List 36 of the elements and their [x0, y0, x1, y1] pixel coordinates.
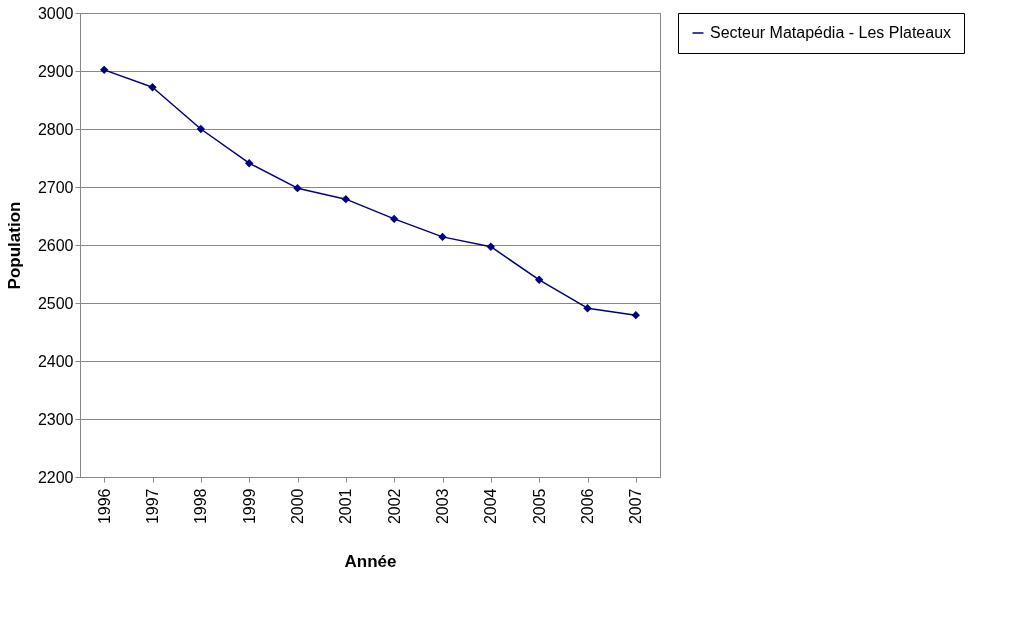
x-tick-label: 2006 [579, 488, 596, 525]
point [244, 159, 254, 168]
x-tick-label: 1996 [95, 488, 113, 525]
point [293, 183, 302, 193]
y-tick-label: 2800 [37, 120, 74, 138]
point [99, 65, 109, 75]
legend-label: Secteur Matapédia - Les Plateaux [710, 24, 952, 41]
x-tick-label: 2005 [530, 488, 548, 525]
x-tick-label: 1997 [144, 488, 161, 525]
y-tick-label: 2400 [37, 352, 74, 370]
point [438, 232, 447, 242]
point [196, 124, 206, 134]
x-tick-label: 2002 [385, 488, 403, 525]
y-axis-title: Population [4, 201, 24, 290]
y-tick-label: 2900 [37, 62, 74, 80]
x-tick-label: 2000 [289, 488, 306, 525]
y-tick-label: 2600 [37, 236, 74, 254]
point [486, 242, 496, 251]
y-tick-label: 2500 [37, 294, 74, 312]
point [583, 304, 592, 313]
point [389, 214, 399, 224]
x-tick-label: 1999 [240, 488, 258, 525]
x-tick-label: 2001 [337, 488, 355, 525]
y-tick-label: 3000 [37, 4, 74, 22]
x-tick-label: 2007 [627, 488, 645, 525]
point [341, 195, 351, 204]
y-tick-label: 2300 [37, 410, 74, 428]
x-axis-title: Année [344, 552, 397, 572]
point [148, 83, 157, 92]
point [534, 275, 544, 284]
x-tick-label: 2003 [434, 488, 451, 525]
y-tick-label: 2700 [37, 178, 74, 196]
point [631, 311, 641, 320]
x-tick-label: 1998 [192, 488, 210, 525]
x-tick-label: 2004 [482, 488, 500, 525]
y-tick-label: 2200 [37, 468, 74, 486]
